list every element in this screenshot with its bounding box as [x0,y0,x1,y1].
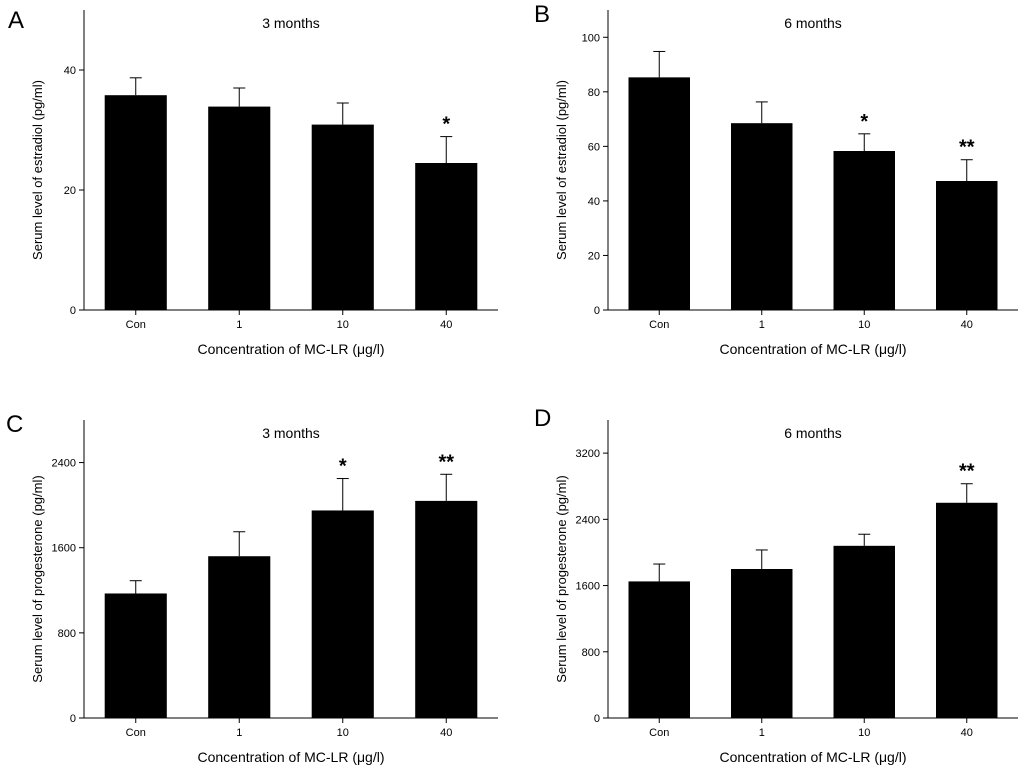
panel-d-significance-mark: ** [959,461,975,483]
panel-a-ytick-label: 20 [64,185,76,197]
panel-c-ytick-label: 800 [58,628,76,640]
panel-c-ylabel: Serum level of progesterone (pg/ml) [30,475,45,682]
panel-b-ytick-label: 100 [582,32,600,44]
panel-b-ytick-label: 0 [594,305,600,317]
panel-b-ytick-label: 20 [588,250,600,262]
panel-b-ytick-label: 40 [588,196,600,208]
panel-a-ytick-label: 40 [64,65,76,77]
panel-c-significance-mark: * [339,456,347,478]
panel-c-xlabel: Concentration of MC-LR (μg/l) [197,749,384,765]
panel-b-bar [731,123,793,310]
panel-c-category-label: Con [126,727,146,739]
panel-a-bar [208,106,271,310]
panel-b-ylabel: Serum level of estradiol (pg/ml) [554,80,569,260]
panel-d-letter: D [534,405,551,432]
panel-a-title: 3 months [262,15,320,31]
panel-c-bar [311,510,374,718]
panel-b-category-label: 40 [961,319,973,331]
panel-d-ytick-label: 1600 [576,581,600,593]
panel-c-bar [415,500,478,718]
panel-c-ytick-label: 0 [70,713,76,725]
panel-b-letter: B [534,1,550,28]
panel-b-ytick-label: 80 [588,87,600,99]
panel-c-ytick-label: 2400 [52,458,76,470]
panel-b-significance-mark: * [860,111,868,133]
panel-a-bar [104,95,167,310]
panel-a-ytick-label: 0 [70,305,76,317]
panel-c-category-label: 1 [236,727,242,739]
panel-d-ytick-label: 3200 [576,448,600,460]
panel-a-bar [415,163,478,310]
panel-a-significance-mark: * [442,114,450,136]
panel-d-xlabel: Concentration of MC-LR (μg/l) [719,749,906,765]
panel-d-ytick-label: 0 [594,713,600,725]
panel-d-category-label: 40 [961,727,973,739]
panel-d-ylabel: Serum level of progesterone (pg/ml) [554,475,569,682]
panel-a-category-label: 1 [236,319,242,331]
panel-d-bar [731,569,793,718]
panel-c-bar [104,593,167,718]
panel-d-bar [936,502,998,718]
panel-a-bar [311,124,374,310]
panel-a-letter: A [8,7,24,34]
panel-d-title: 6 months [784,425,842,441]
panel-d-bar [628,581,690,718]
panel-b-xlabel: Concentration of MC-LR (μg/l) [719,341,906,357]
panel-b-ytick-label: 60 [588,141,600,153]
panel-a-category-label: 10 [337,319,349,331]
panel-b-category-label: Con [649,319,669,331]
panel-c-title: 3 months [262,425,320,441]
panel-c-letter: C [6,411,23,438]
panel-c-ytick-label: 1600 [52,543,76,555]
panel-c-significance-mark: ** [438,451,454,473]
panel-c-category-label: 40 [440,727,452,739]
panel-b-title: 6 months [784,15,842,31]
panel-b-bar [833,151,895,310]
panel-d-ytick-label: 2400 [576,514,600,526]
panel-a-xlabel: Concentration of MC-LR (μg/l) [197,341,384,357]
panel-b-category-label: 1 [759,319,765,331]
panel-b-bar [628,77,690,310]
panel-b-significance-mark: ** [959,137,975,159]
panel-d-category-label: Con [649,727,669,739]
panel-a-category-label: 40 [440,319,452,331]
panel-d-bar [833,545,895,718]
panel-d-ytick-label: 800 [582,647,600,659]
panel-a-category-label: Con [126,319,146,331]
panel-c-category-label: 10 [337,727,349,739]
panel-d-category-label: 10 [858,727,870,739]
panel-b-bar [936,181,998,310]
panel-c-bar [208,556,271,718]
panel-a-ylabel: Serum level of estradiol (pg/ml) [30,80,45,260]
panel-b-category-label: 10 [858,319,870,331]
panel-d-category-label: 1 [759,727,765,739]
